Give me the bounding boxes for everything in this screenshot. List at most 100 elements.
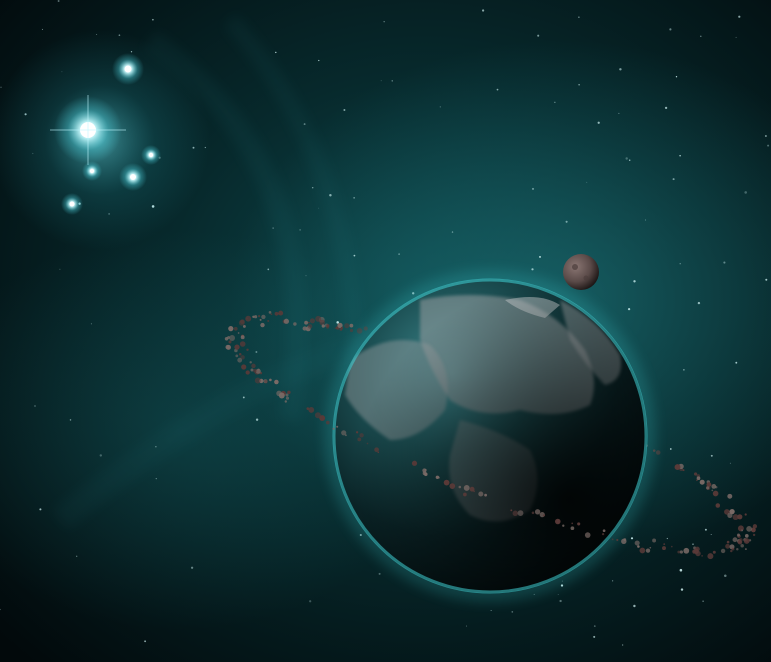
asteroid xyxy=(285,393,289,397)
asteroid xyxy=(258,315,261,318)
small-moon xyxy=(563,254,599,290)
star-dot xyxy=(559,599,562,603)
star-dot xyxy=(627,307,631,311)
star-dot xyxy=(0,608,1,611)
star-dot xyxy=(329,193,332,197)
asteroid xyxy=(411,460,418,466)
asteroid-ring-front xyxy=(224,325,752,560)
star-dot xyxy=(439,106,441,108)
asteroid xyxy=(240,335,245,340)
star-dot xyxy=(318,207,320,209)
asteroid xyxy=(738,538,743,542)
star-dot xyxy=(618,112,620,114)
asteroid xyxy=(463,484,470,491)
star-dot xyxy=(465,625,468,627)
asteroid xyxy=(268,311,272,314)
asteroid xyxy=(260,322,265,328)
asteroid xyxy=(449,483,456,489)
star-dot xyxy=(680,588,684,591)
asteroid xyxy=(238,352,242,356)
asteroid xyxy=(245,315,252,322)
star-dot xyxy=(190,566,194,569)
star-dot xyxy=(255,418,259,421)
asteroid xyxy=(253,368,257,373)
asteroid xyxy=(293,322,297,326)
star-dot xyxy=(557,594,559,596)
star-dot xyxy=(630,537,634,540)
asteroid xyxy=(228,325,234,332)
star-dot xyxy=(744,191,747,194)
asteroid xyxy=(321,324,325,328)
asteroid xyxy=(652,538,657,543)
asteroid xyxy=(246,348,249,351)
ringed-planet xyxy=(324,270,656,602)
asteroid xyxy=(278,392,285,399)
star-dot xyxy=(765,278,768,281)
asteroid xyxy=(285,396,290,400)
star-dot xyxy=(380,80,382,82)
star-dot xyxy=(318,59,320,62)
star-dot xyxy=(679,154,681,157)
asteroid xyxy=(725,543,731,549)
star-dot xyxy=(669,28,672,31)
star-dot xyxy=(619,68,622,71)
star-dot xyxy=(0,86,2,89)
asteroid xyxy=(731,547,735,551)
star-dot xyxy=(593,625,596,627)
asteroid xyxy=(264,379,268,384)
asteroid xyxy=(240,319,245,325)
asteroid xyxy=(531,511,535,515)
asteroid xyxy=(314,412,321,419)
star-dot xyxy=(710,533,712,536)
asteroid xyxy=(562,524,565,527)
asteroid xyxy=(746,526,752,532)
star-dot xyxy=(697,301,701,305)
star-dot xyxy=(39,508,42,511)
asteroid xyxy=(737,533,740,537)
asteroid xyxy=(711,489,714,492)
asteroid xyxy=(254,315,258,319)
asteroid xyxy=(655,450,661,455)
star-dot xyxy=(41,28,43,30)
asteroid xyxy=(711,484,717,489)
asteroid xyxy=(517,510,524,517)
asteroid xyxy=(616,538,619,542)
star-cluster xyxy=(0,30,210,250)
asteroid xyxy=(307,324,313,329)
star-dot xyxy=(353,254,356,257)
asteroid xyxy=(621,538,627,545)
asteroid xyxy=(239,341,246,347)
star-dot xyxy=(625,157,628,160)
star-dot xyxy=(710,454,713,457)
star-dot xyxy=(391,80,393,82)
asteroid xyxy=(601,532,605,536)
asteroid xyxy=(694,472,698,476)
asteroid xyxy=(570,526,575,531)
star-dot xyxy=(481,9,485,12)
asteroid xyxy=(706,486,710,490)
asteroid xyxy=(484,493,487,497)
asteroid xyxy=(571,522,574,525)
star-dot xyxy=(683,369,685,371)
star-dot xyxy=(155,446,157,448)
star-dot xyxy=(586,181,588,183)
asteroid xyxy=(326,325,330,329)
asteroid xyxy=(336,425,339,428)
asteroid xyxy=(228,340,232,344)
star-dot xyxy=(305,275,307,277)
asteroid xyxy=(737,514,743,520)
star-dot xyxy=(723,261,726,264)
star-dot xyxy=(311,186,314,189)
asteroid xyxy=(730,549,733,553)
asteroid xyxy=(727,493,733,499)
star-dot xyxy=(255,351,258,353)
star-dot xyxy=(679,263,681,265)
asteroid xyxy=(357,437,362,442)
asteroid xyxy=(670,545,673,548)
asteroid xyxy=(740,544,744,548)
asteroid xyxy=(245,370,250,375)
star-dot xyxy=(69,419,72,421)
asteroid xyxy=(634,540,640,546)
asteroid xyxy=(269,378,272,382)
asteroid xyxy=(679,550,684,554)
